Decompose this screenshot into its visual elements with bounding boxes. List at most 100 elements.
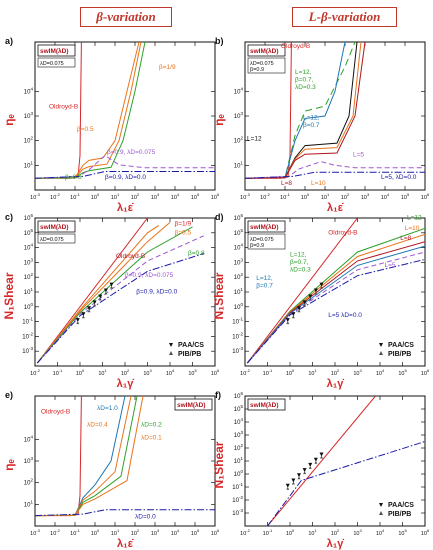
panel-c-ytick-label: 103: [24, 257, 34, 266]
panel-a-curve-label-4: β=0.9, λD=0.0: [105, 174, 146, 181]
panel-a-curve-label-0: Oldroyd-B: [49, 104, 78, 111]
panel-f-legend-marker-paa: [379, 503, 383, 507]
panel-d-curve-label-5: β=0.7,: [290, 259, 309, 266]
panel-f-series-line-1: [267, 441, 425, 526]
panel-a-xlabel: λ₁ε̇: [117, 202, 134, 214]
panel-d-xtick-label: 104: [376, 368, 385, 377]
panel-c-legend-pib: PIB/PB: [178, 351, 201, 358]
panel-c-series-line-0: [36, 218, 148, 364]
panel-d-marker-up: [320, 285, 323, 289]
panel-a-xtick-label: 10-1: [70, 192, 80, 201]
panel-b-curve-label-4: L=12,: [303, 115, 320, 122]
panel-e-xtick-label: 10-3: [30, 528, 40, 537]
panel-e-curve-label-1: λD=1.0: [97, 405, 118, 412]
panel-f-marker-up: [308, 465, 312, 469]
panel-f-legend-paa: PAA/CS: [388, 502, 414, 509]
panel-f-series-line-0: [267, 396, 376, 526]
panel-b-ytick-label: 102: [234, 136, 244, 145]
panel-c-ytick-label: 100: [24, 302, 34, 311]
panel-c-marker-down: [81, 312, 86, 317]
panel-e-xtick-label: 104: [171, 528, 180, 537]
panel-e-curve-label-5: λD=0.0: [135, 513, 156, 520]
panel-f-marker-down: [313, 457, 318, 462]
panel-a-xtick-label: 100: [91, 192, 100, 201]
panel-b-xtick-label: 10-3: [240, 192, 250, 201]
panel-d-legend-marker-pib: [379, 351, 383, 355]
panel-d-xtick-label: 102: [331, 368, 340, 377]
panel-c-marker-down: [92, 300, 97, 305]
panel-a-ytick-label: 102: [24, 136, 34, 145]
panel-a-series-line-5: [35, 171, 215, 179]
panel-d-marker-up: [308, 297, 312, 301]
panel-b-badge-lambda: λD=0.075: [250, 61, 274, 67]
panel-c-curve-label-1: β=0.5: [175, 229, 192, 236]
panel-f-marker-down: [291, 478, 296, 483]
panel-f-xtick-label: 10-1: [263, 528, 273, 537]
panel-f-ytick-label: 10-1: [232, 482, 243, 491]
panel-f-marker-up: [291, 481, 295, 485]
panel-d-ytick-label: 10-3: [232, 346, 243, 355]
panel-b-series-line-7: [245, 171, 425, 179]
panel-d-marker-down: [308, 294, 313, 299]
panel-c-badge-param-box: [37, 233, 76, 244]
panel-c-marker-down: [87, 306, 91, 311]
panel-e-curve-label-4: λD=0.1: [141, 434, 162, 441]
panel-c-marker-up: [87, 309, 91, 313]
panel-f-marker-down: [302, 468, 307, 473]
panel-d-ytick-label: 105: [234, 228, 244, 237]
panel-b-curve-label-9: L=8: [281, 180, 292, 187]
panel-e-ytick-label: 101: [24, 499, 34, 508]
panel-d-marker-up: [291, 315, 295, 319]
panel-c-ytick-label: 101: [24, 287, 34, 296]
panel-a-xtick-label: 104: [171, 192, 180, 201]
panel-f-marker-down: [297, 473, 301, 478]
panel-d-curve-label-2: L=10: [405, 225, 420, 232]
panel-c-marker-down: [103, 288, 108, 293]
panel-b-curve-label-7: L=5: [353, 152, 364, 159]
panel-e-xtick-label: 103: [151, 528, 160, 537]
panel-c-ytick-label: 10-3: [22, 346, 33, 355]
panel-b-label: b): [215, 36, 224, 46]
panel-f-marker-down: [308, 462, 313, 467]
panel-f-ytick-label: 101: [234, 456, 244, 465]
panel-d-curve-label-4: L=12,: [290, 251, 307, 258]
panel-d-marker-down: [302, 300, 307, 305]
panel-e-curve-label-2: λD=0.4: [87, 421, 108, 428]
panel-c-curve-label-0: β=1/9: [175, 220, 192, 227]
panel-f-badge-model-box: [247, 398, 286, 411]
panel-c-curve-label-5: β=0.9, λD=0.0: [136, 288, 177, 295]
panel-d-marker-down: [291, 312, 296, 317]
panel-f-ytick-label: 104: [234, 417, 244, 426]
panel-d-marker-down: [297, 306, 301, 311]
panel-c-legend-paa: PAA/CS: [178, 342, 204, 349]
panel-b-curve-label-8: L=5, λD=0.0: [381, 174, 417, 181]
panel-d-legend-marker-paa: [379, 343, 383, 347]
panel-b-xtick-label: 103: [361, 192, 370, 201]
panel-b-badge-model-box: [247, 44, 286, 57]
header-l-beta-variation: L-β-variation: [292, 7, 397, 27]
panel-a-xtick-label: 10-2: [50, 192, 60, 201]
panel-c-ytick-label: 10-2: [22, 331, 33, 340]
panel-b-xtick-label: 100: [301, 192, 310, 201]
panel-d-ytick-label: 10-1: [232, 317, 243, 326]
panel-d-curve-label-1: L=12: [407, 214, 422, 221]
panel-b-curve-label-5: β=0.7: [303, 122, 320, 129]
panel-c-xtick-label: 104: [166, 368, 175, 377]
panel-c-ytick-label: 104: [24, 243, 34, 252]
panel-d-series-line-5: [246, 251, 425, 364]
panel-d-curve-label-0: Oldroyd-B: [328, 229, 357, 236]
panel-d-marker-down: [285, 318, 290, 323]
panel-e-label: e): [5, 390, 13, 400]
panel-e-xtick-label: 101: [111, 528, 120, 537]
panel-e-xtick-label: 102: [131, 528, 140, 537]
panel-a-label: a): [5, 36, 13, 46]
panel-d-marker-up: [286, 321, 290, 325]
panel-b-xtick-label: 105: [401, 192, 410, 201]
panel-c-series-line-4: [36, 235, 205, 364]
panel-c-xtick-label: 100: [76, 368, 85, 377]
panel-a-xtick-label: 102: [131, 192, 140, 201]
panel-c-marker-up: [98, 297, 102, 301]
panel-d-xtick-label: 10-1: [263, 368, 273, 377]
panel-f-marker-up: [286, 486, 290, 490]
panel-d-legend-pib: PIB/PB: [388, 351, 411, 358]
